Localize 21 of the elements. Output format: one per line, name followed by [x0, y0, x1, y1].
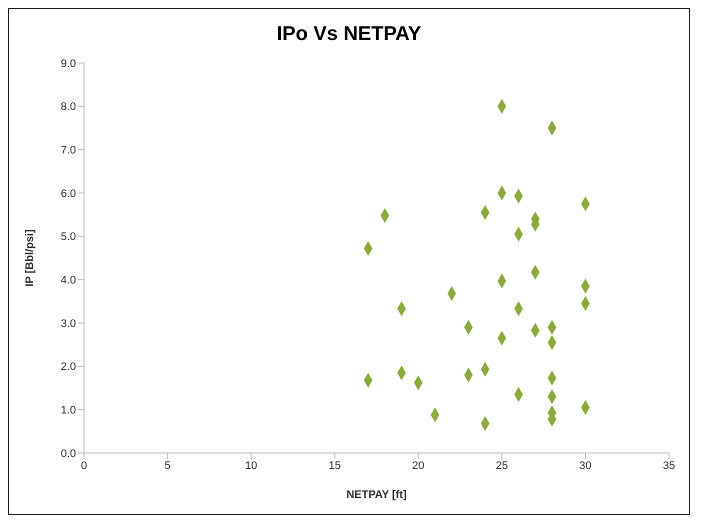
x-tick-label: 10 — [245, 460, 258, 472]
x-tick-label: 20 — [412, 460, 424, 472]
x-tick-label: 30 — [579, 460, 592, 472]
x-tick-label: 35 — [662, 460, 676, 472]
x-tick-label: 25 — [496, 460, 508, 472]
y-tick-label: 9.0 — [60, 58, 76, 70]
y-tick-label: 4.0 — [60, 274, 76, 287]
chart-title: IPo Vs NETPAY — [276, 22, 422, 47]
y-tick-label: 3.0 — [60, 318, 76, 330]
x-tick-label: 5 — [164, 460, 171, 472]
y-tick-label: 5.0 — [60, 231, 76, 244]
x-tick-label: 0 — [80, 460, 88, 472]
y-tick-label: 2.0 — [60, 361, 76, 374]
x-tick-label: 15 — [328, 460, 341, 472]
y-tick-label: 8.0 — [60, 101, 76, 114]
x-axis-title: NETPAY [ft] — [346, 489, 407, 501]
y-tick-label: 7.0 — [60, 144, 76, 157]
y-axis-title: IP [Bbl/psi] — [24, 229, 36, 287]
y-tick-label: 6.0 — [60, 188, 76, 200]
y-tick-label: 0.0 — [60, 448, 76, 460]
y-tick-label: 1.0 — [60, 404, 76, 417]
